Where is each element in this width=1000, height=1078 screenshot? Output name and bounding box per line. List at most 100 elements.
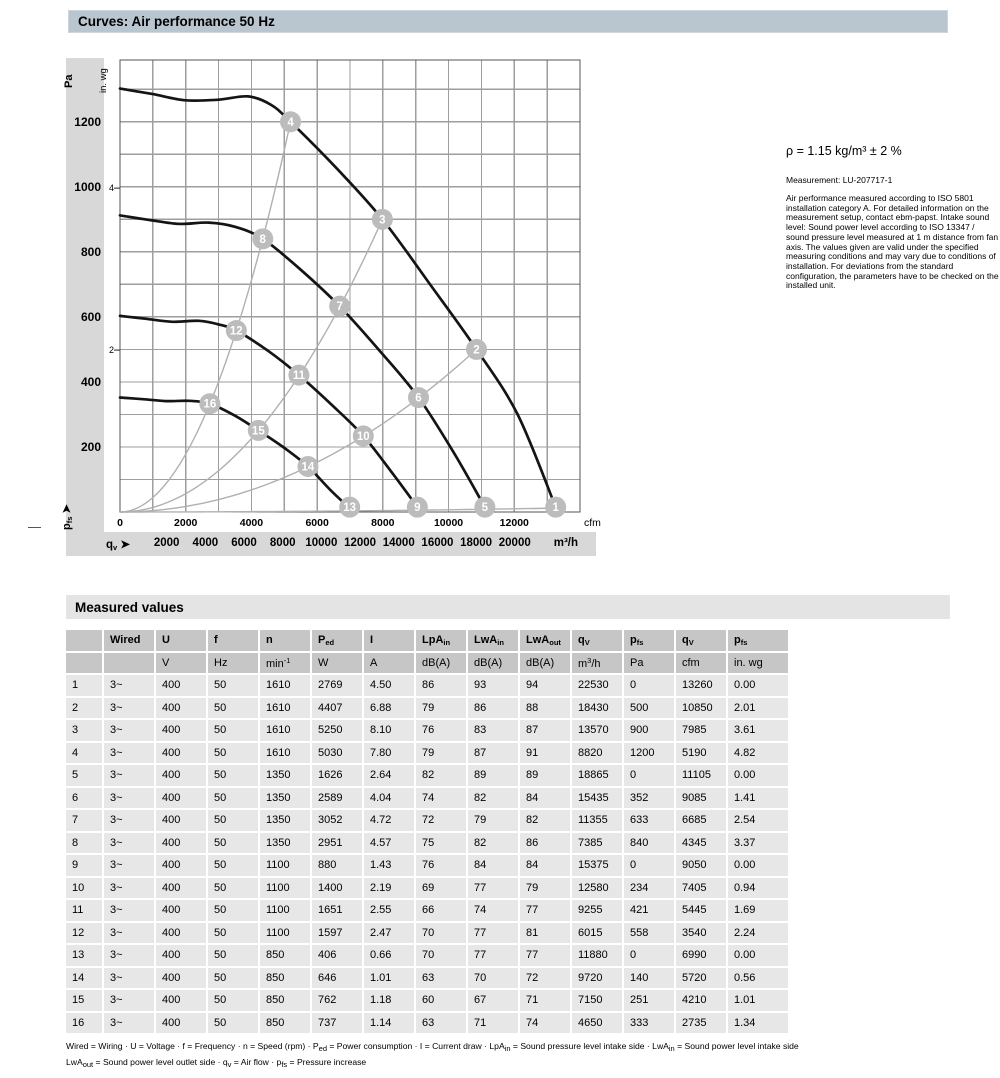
- table-header-cell: [66, 652, 102, 673]
- table-cell: 2.24: [728, 922, 788, 943]
- table-row: 15 3~ 400 50 850 762 1.18 60 67 71 7150 251 4210 1.01: [66, 990, 788, 1011]
- svg-text:2: 2: [473, 344, 479, 356]
- table-cell: 77: [468, 922, 518, 943]
- table-cell: 400: [156, 967, 206, 988]
- table-cell: 50: [208, 675, 258, 696]
- table-cell: 13: [66, 945, 102, 966]
- table-cell: 74: [520, 1012, 570, 1033]
- svg-text:11: 11: [293, 370, 306, 382]
- table-cell: 1200: [624, 742, 674, 763]
- table-cell: 84: [520, 855, 570, 876]
- table-cell: 3~: [104, 922, 154, 943]
- table-cell: 50: [208, 720, 258, 741]
- table-row: 11 3~ 400 50 1100 1651 2.55 66 74 77 9255 421 5445 1.…: [66, 900, 788, 921]
- table-cell: 2951: [312, 832, 362, 853]
- operating-point-marker-9: 9: [406, 496, 428, 518]
- table-cell: 3~: [104, 990, 154, 1011]
- table-header-cell: f: [208, 630, 258, 651]
- table-cell: 2589: [312, 787, 362, 808]
- table-cell: 3~: [104, 787, 154, 808]
- table-cell: 3~: [104, 742, 154, 763]
- table-cell: 900: [624, 720, 674, 741]
- table-cell: 10: [66, 877, 102, 898]
- table-cell: 1610: [260, 675, 310, 696]
- table-cell: 1626: [312, 765, 362, 786]
- table-cell: 4.04: [364, 787, 414, 808]
- table-cell: 70: [468, 967, 518, 988]
- table-cell: 10850: [676, 697, 726, 718]
- table-row: 1 3~ 400 50 1610 2769 4.50 86 93 94 22530 0 13260 0.0…: [66, 675, 788, 696]
- table-cell: 4.82: [728, 742, 788, 763]
- legend-line-1: Wired = Wiring · U = Voltage · f = Frequ…: [66, 1041, 799, 1053]
- table-cell: 70: [416, 945, 466, 966]
- table-cell: 77: [520, 945, 570, 966]
- table-cell: 7.80: [364, 742, 414, 763]
- table-cell: 50: [208, 765, 258, 786]
- table-cell: 1350: [260, 787, 310, 808]
- table-header-cell: Hz: [208, 652, 258, 673]
- table-cell: 251: [624, 990, 674, 1011]
- table-cell: 81: [520, 922, 570, 943]
- y-axis-inwg-unit: in. wg: [98, 68, 109, 93]
- table-cell: 50: [208, 877, 258, 898]
- table-cell: 3~: [104, 945, 154, 966]
- table-cell: 3~: [104, 967, 154, 988]
- x-axis-m3h-tick-18000: 18000: [460, 537, 493, 549]
- table-cell: 4.57: [364, 832, 414, 853]
- table-cell: 1610: [260, 697, 310, 718]
- table-cell: 12580: [572, 877, 622, 898]
- table-cell: 11: [66, 900, 102, 921]
- table-cell: 84: [468, 855, 518, 876]
- margin-mark: [28, 527, 41, 528]
- svg-text:12: 12: [230, 326, 243, 338]
- table-cell: 50: [208, 945, 258, 966]
- svg-text:15: 15: [252, 425, 265, 437]
- x-axis-m3h-tick-12000: 12000: [344, 537, 377, 549]
- table-cell: 1.01: [364, 967, 414, 988]
- table-cell: 1.18: [364, 990, 414, 1011]
- table-cell: 50: [208, 787, 258, 808]
- table-cell: 2.64: [364, 765, 414, 786]
- table-cell: 77: [520, 900, 570, 921]
- operating-point-marker-3: 3: [371, 208, 393, 230]
- table-header-cell: Pa: [624, 652, 674, 673]
- table-cell: 8.10: [364, 720, 414, 741]
- table-cell: 50: [208, 990, 258, 1011]
- table-cell: 3~: [104, 765, 154, 786]
- table-cell: 72: [416, 810, 466, 831]
- table-cell: 4407: [312, 697, 362, 718]
- table-cell: 1: [66, 675, 102, 696]
- table-cell: 9: [66, 855, 102, 876]
- table-row: 9 3~ 400 50 1100 880 1.43 76 84 84 15375 0 9050 0.00: [66, 855, 788, 876]
- table-header-cell: pfs: [728, 630, 788, 651]
- y-axis-name-pfs: pfs ➤: [61, 504, 74, 530]
- table-cell: 400: [156, 945, 206, 966]
- table-cell: 3~: [104, 877, 154, 898]
- x-axis-m3h-tick-20000: 20000: [498, 537, 531, 549]
- table-cell: 406: [312, 945, 362, 966]
- table-cell: 74: [416, 787, 466, 808]
- table-cell: 9085: [676, 787, 726, 808]
- table-cell: 84: [520, 787, 570, 808]
- table-header-cell: [66, 630, 102, 651]
- table-cell: 79: [520, 877, 570, 898]
- table-row: 4 3~ 400 50 1610 5030 7.80 79 87 91 8820 1200 5190 4.…: [66, 742, 788, 763]
- table-cell: 400: [156, 810, 206, 831]
- table-cell: 72: [520, 967, 570, 988]
- table-cell: 8: [66, 832, 102, 853]
- table-cell: 91: [520, 742, 570, 763]
- table-cell: 140: [624, 967, 674, 988]
- table-cell: 840: [624, 832, 674, 853]
- table-cell: 15: [66, 990, 102, 1011]
- table-cell: 1.69: [728, 900, 788, 921]
- table-cell: 0.56: [728, 967, 788, 988]
- table-header-cell: Wired: [104, 630, 154, 651]
- table-cell: 11105: [676, 765, 726, 786]
- table-cell: 0: [624, 675, 674, 696]
- table-cell: 74: [468, 900, 518, 921]
- y-axis-pa-tick-600: 600: [80, 309, 101, 324]
- measured-values-header: Measured values: [66, 595, 950, 619]
- table-cell: 1100: [260, 855, 310, 876]
- table-cell: 8820: [572, 742, 622, 763]
